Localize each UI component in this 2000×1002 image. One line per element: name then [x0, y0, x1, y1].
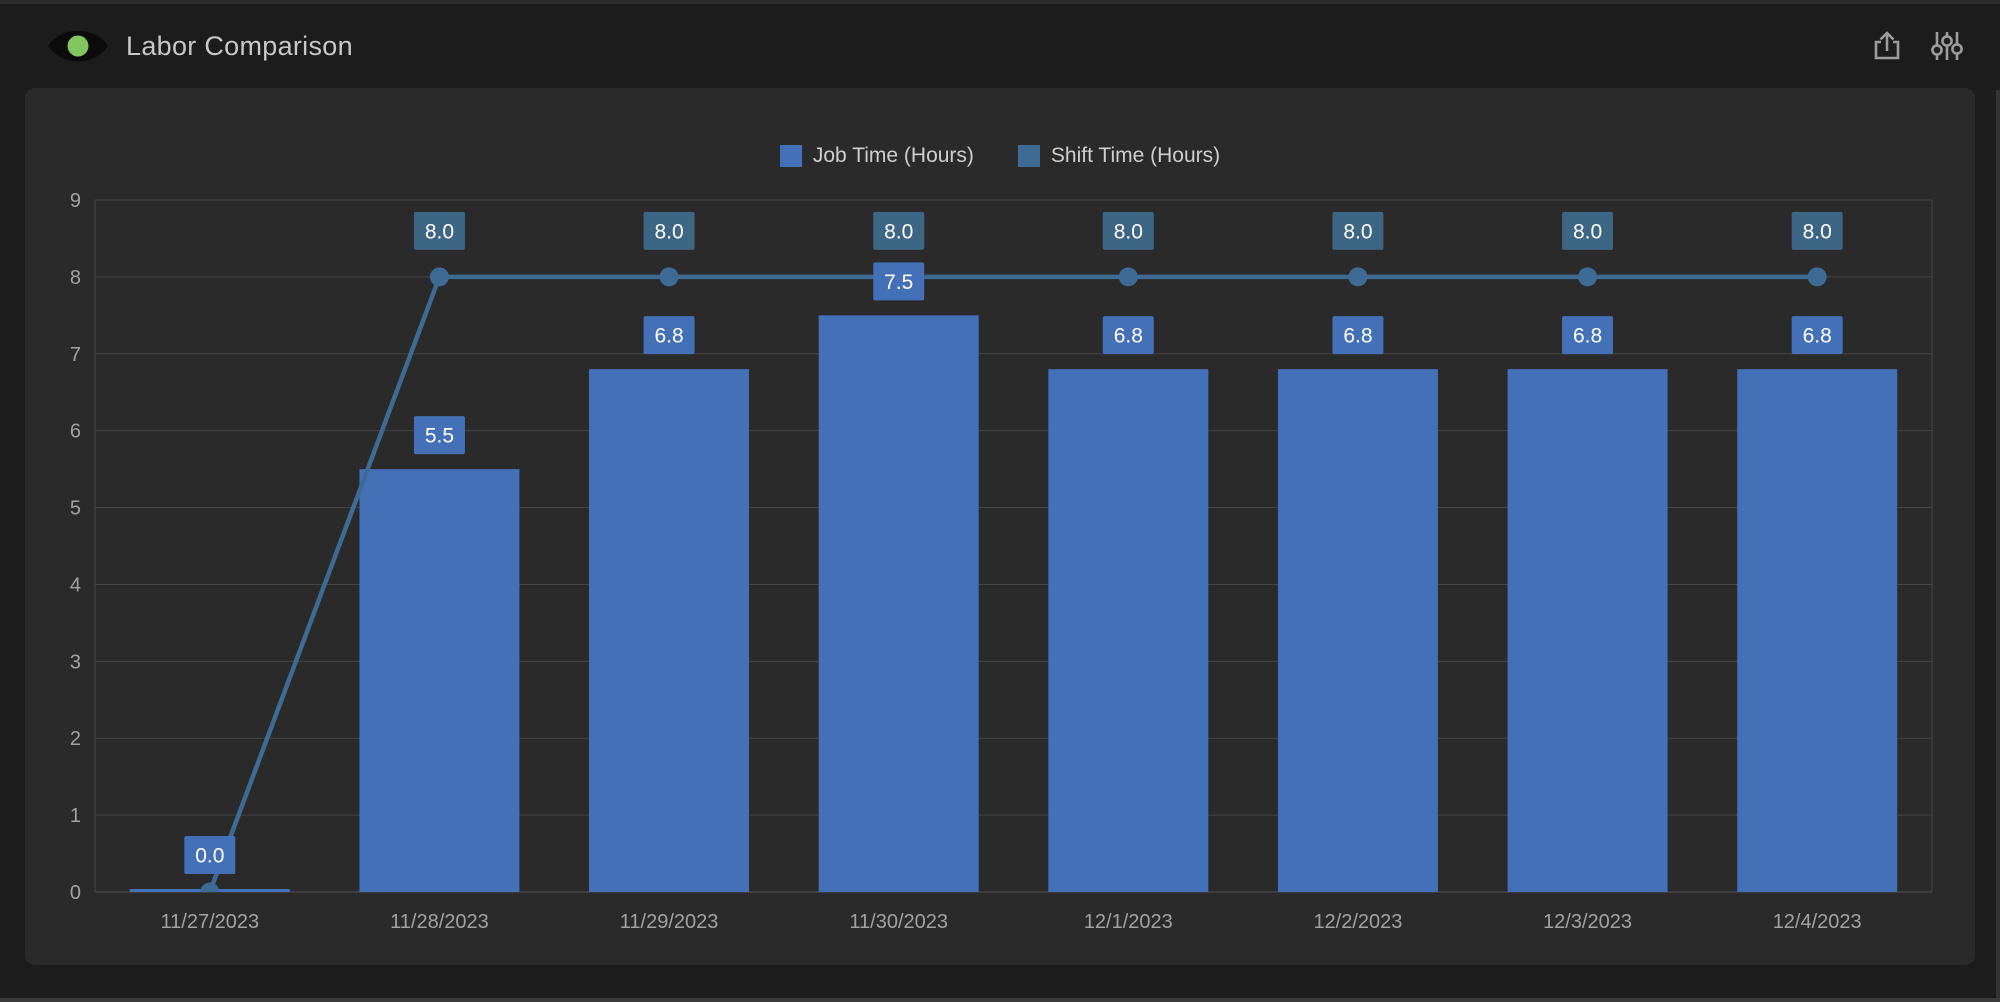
- job-label-box: [643, 316, 695, 355]
- legend-swatch: [1017, 145, 1040, 167]
- shift-time-line: [207, 274, 1818, 892]
- line-marker: [429, 267, 449, 287]
- share-export-icon: [1870, 31, 1904, 66]
- shift-label-box: [643, 211, 695, 250]
- job-label-box: [1332, 316, 1384, 355]
- chart-legend: Job Time (Hours) Shift Time (Hours): [25, 144, 1975, 168]
- y-tick-label: 2: [70, 728, 81, 750]
- x-tick-label: 12/3/2023: [1543, 911, 1632, 933]
- job-label-text: 6.8: [654, 325, 683, 348]
- shift-label-box: [1562, 211, 1614, 250]
- export-button[interactable]: [1868, 27, 1906, 65]
- sliders-icon: [1930, 32, 1964, 66]
- legend-swatch: [779, 145, 802, 167]
- x-tick-label: 12/4/2023: [1773, 911, 1862, 933]
- job-label-text: 6.8: [1573, 325, 1602, 348]
- y-tick-label: 7: [70, 344, 81, 366]
- y-tick-label: 9: [70, 190, 81, 212]
- x-tick-label: 12/1/2023: [1084, 911, 1173, 933]
- shift-label-text: 8.0: [654, 220, 683, 243]
- job-label-text: 6.8: [1343, 325, 1372, 348]
- legend-item-shift-time-hours[interactable]: Shift Time (Hours): [1017, 144, 1221, 168]
- shift-label-box: [873, 211, 925, 250]
- y-tick-label: 5: [70, 498, 81, 520]
- shift-label-text: 8.0: [1343, 220, 1372, 243]
- widget-title: Labor Comparison: [126, 30, 353, 61]
- legend-label: Job Time (Hours): [812, 144, 974, 167]
- line-marker: [1578, 267, 1598, 287]
- widget-header: Labor Comparison: [0, 4, 2000, 88]
- job-label-text: 5.5: [425, 425, 454, 448]
- shift-label-box: [1332, 211, 1384, 250]
- shift-label-box: [1791, 211, 1843, 250]
- x-tick-label: 11/29/2023: [620, 911, 719, 933]
- bar: [1507, 369, 1668, 893]
- bar: [1737, 369, 1898, 893]
- job-label-box: [1562, 316, 1614, 355]
- job-label-box: [1791, 316, 1843, 355]
- bottom-edge-strip: [0, 998, 2000, 1002]
- shift-label-text: 8.0: [425, 220, 454, 243]
- bar: [1277, 369, 1438, 893]
- x-tick-label: 11/28/2023: [390, 911, 489, 933]
- job-label-text: 6.8: [1803, 325, 1832, 348]
- shift-time-data-labels: 8.0 8.0 8.0 8.0 8.0 8.0 8.0: [413, 211, 1843, 250]
- job-label-box: [873, 262, 925, 301]
- bar: [589, 369, 750, 893]
- shift-label-box: [1102, 211, 1154, 250]
- line-marker: [200, 882, 220, 892]
- line-marker: [1348, 267, 1368, 287]
- labor-comparison-chart: 0 1 2 3 4 5 6 7 8 9 11/27/2023 11/28/2023 11/29/2023…: [70, 190, 1933, 933]
- bar: [359, 469, 520, 892]
- chart-options-button[interactable]: [1928, 27, 1966, 65]
- job-label-text: 6.8: [1114, 325, 1143, 348]
- y-tick-label: 3: [70, 651, 81, 673]
- visibility-eye-icon[interactable]: [48, 24, 108, 68]
- job-time-data-labels: 0.0 5.5 6.8 7.5 6.8 6.8 6.8 6.8: [184, 262, 1843, 874]
- y-axis-labels: 0 1 2 3 4 5 6 7 8 9: [70, 190, 81, 904]
- line-series-shift-time: [200, 267, 1827, 892]
- y-tick-label: 8: [70, 267, 81, 289]
- job-label-text: 7.5: [884, 271, 913, 294]
- shift-label-text: 8.0: [884, 220, 913, 243]
- y-tick-label: 4: [70, 574, 81, 596]
- bar: [818, 315, 979, 892]
- line-marker: [1118, 267, 1138, 287]
- shift-label-text: 8.0: [1573, 220, 1602, 243]
- y-tick-label: 6: [70, 421, 81, 443]
- line-marker: [1807, 267, 1827, 287]
- x-tick-label: 11/27/2023: [161, 911, 260, 933]
- shift-label-text: 8.0: [1803, 220, 1832, 243]
- x-tick-label: 12/2/2023: [1313, 911, 1402, 933]
- widget-toolbar: [1868, 27, 1966, 65]
- bar-series-job-time: [129, 315, 1898, 893]
- shift-label-box: [413, 211, 465, 250]
- job-label-text: 0.0: [195, 845, 224, 868]
- shift-label-text: 8.0: [1114, 220, 1143, 243]
- widget-top-border: [0, 0, 2000, 4]
- job-label-box: [184, 836, 236, 874]
- right-edge-strip: [1996, 90, 2000, 998]
- x-axis-labels: 11/27/2023 11/28/2023 11/29/2023 11/30/2023…: [161, 911, 1862, 933]
- job-label-box: [413, 416, 465, 455]
- y-tick-label: 1: [70, 805, 81, 827]
- job-label-box: [1102, 316, 1154, 355]
- chart-panel: 0 1 2 3 4 5 6 7 8 9 11/27/2023 11/28/2023 11/29/2023…: [25, 88, 1975, 965]
- line-marker: [659, 267, 679, 287]
- x-tick-label: 11/30/2023: [849, 911, 948, 933]
- legend-item-job-time-hours[interactable]: Job Time (Hours): [779, 144, 974, 168]
- y-tick-label: 0: [70, 882, 81, 904]
- bar: [1048, 369, 1209, 893]
- legend-label: Shift Time (Hours): [1050, 144, 1221, 167]
